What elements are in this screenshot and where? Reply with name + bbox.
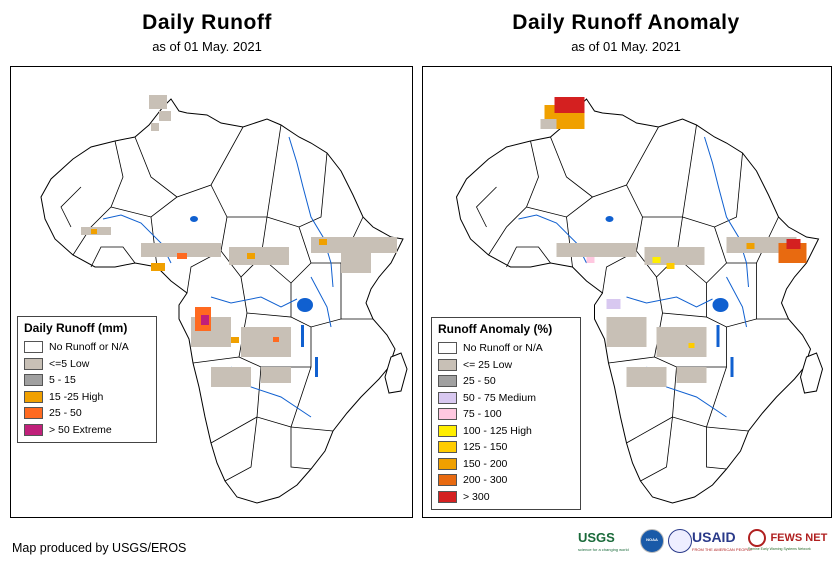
usgs-logo-text: USGS (578, 530, 615, 545)
legend-swatch (438, 391, 457, 404)
legend-label: <=5 Low (49, 357, 90, 370)
legend-item: No Runoff or N/A (24, 339, 150, 356)
legend-swatch (438, 408, 457, 421)
left-map-svg (40, 95, 408, 504)
legend-label: 50 - 75 Medium (463, 391, 536, 404)
legend-item: No Runoff or N/A (438, 340, 574, 357)
legend-item: 50 - 75 Medium (438, 390, 574, 407)
fewsnet-globe-icon (748, 529, 766, 547)
lakes (605, 216, 734, 377)
legend-label: 25 - 50 (463, 375, 496, 388)
legend-item: 75 - 100 (438, 406, 574, 423)
usgs-logo: USGS science for a changing world (578, 529, 629, 552)
legend-swatch (438, 358, 457, 371)
left-panel-subtitle: as of 01 May. 2021 (152, 39, 262, 54)
usaid-seal-icon (668, 529, 692, 553)
legend-swatch (438, 342, 457, 355)
usaid-tagline: FROM THE AMERICAN PEOPLE (692, 547, 752, 552)
right-panel-title: Daily Runoff Anomaly (512, 11, 740, 34)
legend-item: 125 - 150 (438, 439, 574, 456)
legend-item: > 300 (438, 489, 574, 506)
africa-outline (40, 98, 408, 504)
legend-item: > 50 Extreme (24, 422, 150, 439)
usaid-logo: USAID FROM THE AMERICAN PEOPLE (692, 529, 752, 552)
legend-item: 150 - 200 (438, 456, 574, 473)
left-legend-title: Daily Runoff (mm) (24, 321, 128, 335)
lakes (190, 216, 318, 377)
legend-swatch (438, 441, 457, 454)
legend-label: No Runoff or N/A (463, 342, 543, 355)
fewsnet-logo: FEWS NET Famine Early Warning Systems Ne… (748, 529, 827, 551)
legend-label: 125 - 150 (463, 441, 508, 454)
usaid-logo-text: USAID (692, 529, 736, 545)
country-borders (476, 124, 789, 482)
legend-swatch (438, 474, 457, 487)
legend-label: 100 - 125 High (463, 424, 532, 437)
legend-swatch (24, 423, 43, 436)
left-panel-title: Daily Runoff (142, 11, 272, 34)
legend-label: 25 - 50 (49, 407, 82, 420)
right-legend-title: Runoff Anomaly (%) (438, 322, 553, 336)
legend-item: <=5 Low (24, 356, 150, 373)
right-legend: Runoff Anomaly (%) No Runoff or N/A <= 2… (431, 317, 581, 510)
anomaly-patches (540, 97, 807, 387)
agency-logos: USGS science for a changing world NOAA U… (578, 529, 828, 555)
legend-swatch (438, 457, 457, 470)
legend-label: <= 25 Low (463, 358, 513, 371)
runoff-patches (81, 95, 397, 387)
legend-swatch (24, 390, 43, 403)
fewsnet-logo-text: FEWS NET (770, 532, 828, 544)
noaa-logo: NOAA (640, 529, 664, 553)
legend-item: <= 25 Low (438, 357, 574, 374)
legend-label: 150 - 200 (463, 457, 508, 470)
left-legend: Daily Runoff (mm) No Runoff or N/A <=5 L… (17, 316, 157, 443)
legend-label: 15 -25 High (49, 390, 104, 403)
fewsnet-tagline: Famine Early Warning Systems Network (748, 547, 811, 552)
legend-swatch (438, 490, 457, 503)
legend-label: 5 - 15 (49, 374, 76, 387)
legend-label: > 300 (463, 490, 490, 503)
legend-swatch (24, 374, 43, 387)
legend-swatch (24, 357, 43, 370)
legend-item: 15 -25 High (24, 389, 150, 406)
usgs-tagline: science for a changing world (578, 547, 629, 552)
legend-item: 25 - 50 (24, 405, 150, 422)
legend-swatch (438, 375, 457, 388)
legend-label: > 50 Extreme (49, 423, 112, 436)
legend-swatch (438, 424, 457, 437)
left-map[interactable] (10, 66, 413, 518)
africa-outline (455, 98, 824, 504)
right-panel-subtitle: as of 01 May. 2021 (571, 39, 681, 54)
legend-swatch (24, 407, 43, 420)
legend-label: 75 - 100 (463, 408, 502, 421)
right-map-svg (455, 97, 824, 504)
legend-label: 200 - 300 (463, 474, 508, 487)
legend-item: 25 - 50 (438, 373, 574, 390)
map-credit: Map produced by USGS/EROS (12, 541, 187, 555)
legend-label: No Runoff or N/A (49, 341, 129, 354)
noaa-logo-text: NOAA (646, 537, 658, 542)
legend-swatch (24, 341, 43, 354)
legend-item: 100 - 125 High (438, 423, 574, 440)
legend-item: 5 - 15 (24, 372, 150, 389)
legend-item: 200 - 300 (438, 472, 574, 489)
